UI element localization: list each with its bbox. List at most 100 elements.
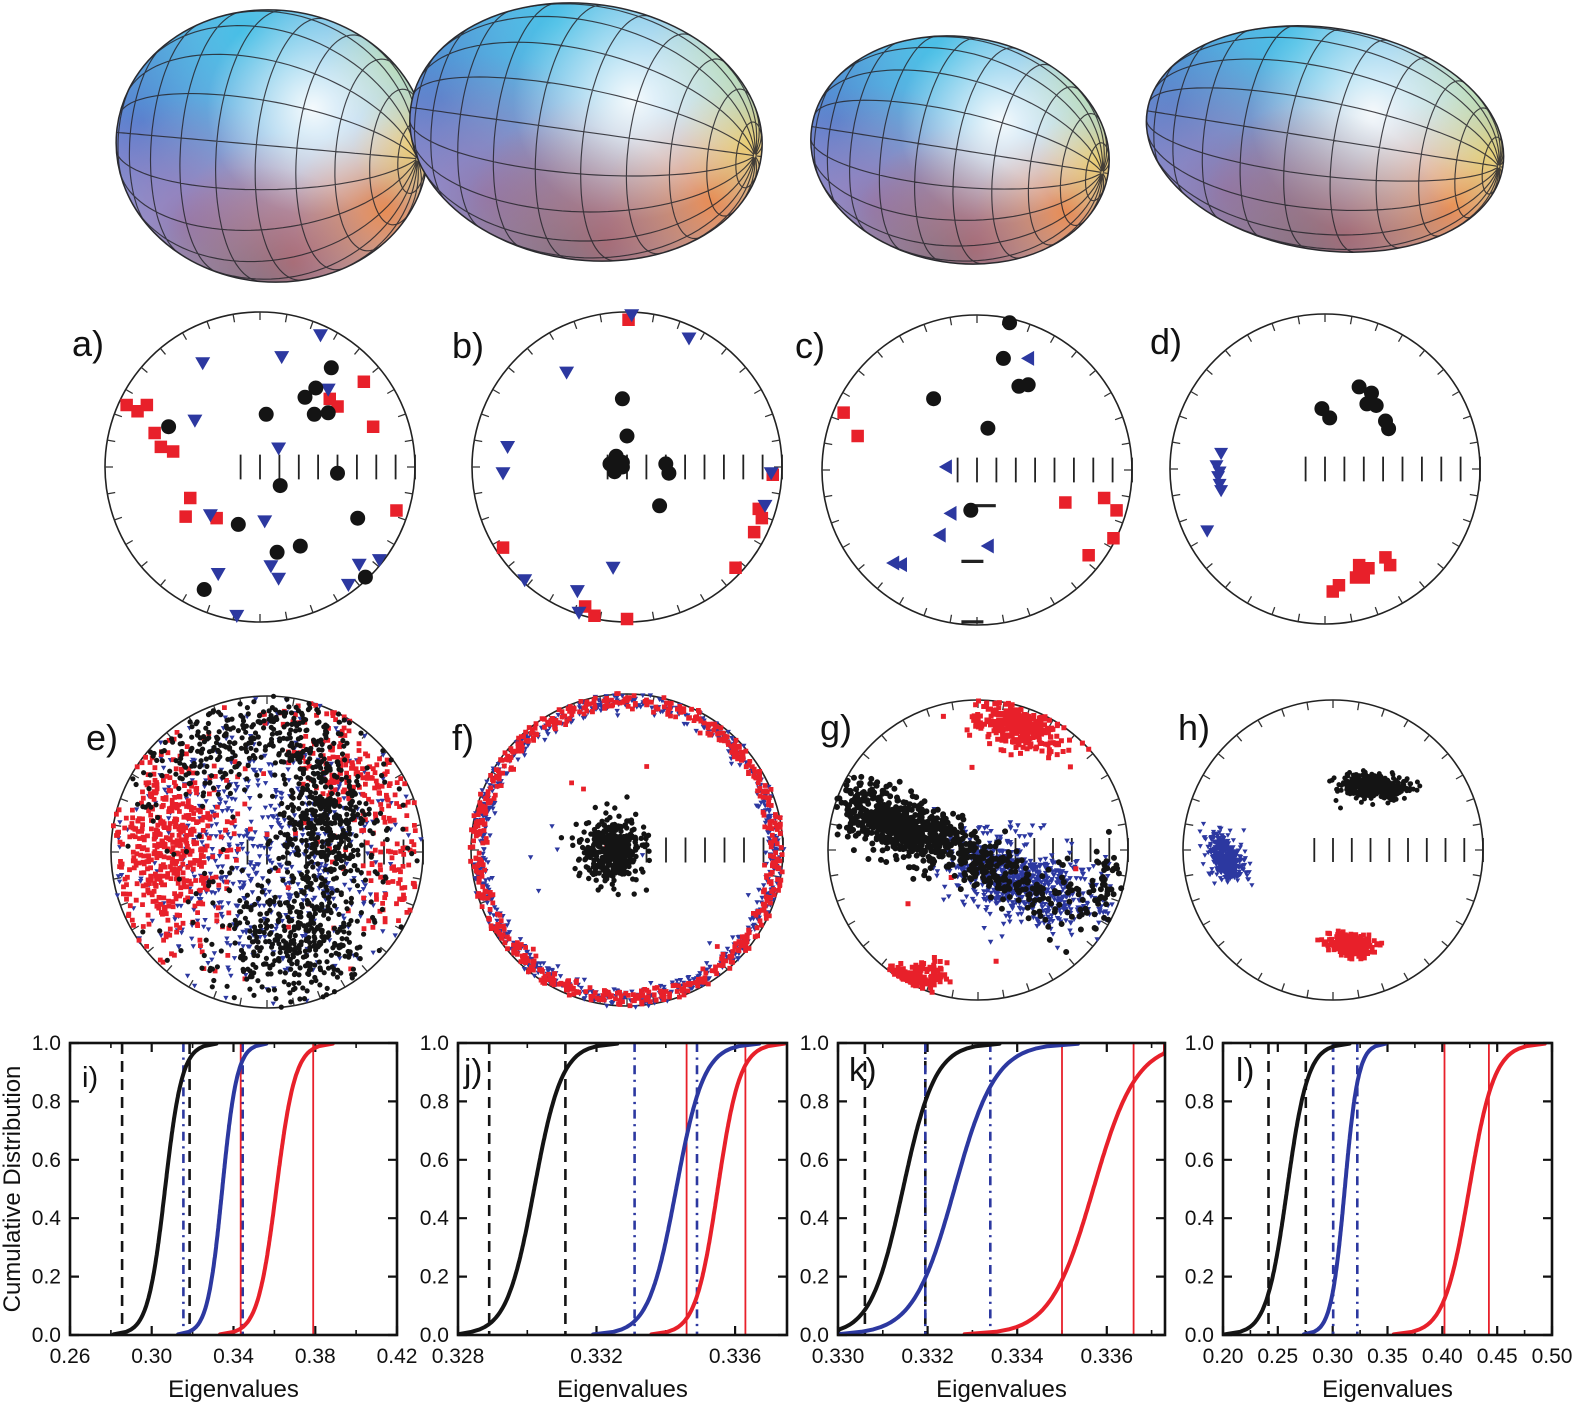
y-tick-label: 0.0: [32, 1324, 61, 1347]
red-square-cloud: [111, 701, 418, 982]
black-cdf: [111, 1043, 219, 1335]
x-tick-label: 0.30: [131, 1345, 172, 1368]
x-tick-label: 0.34: [213, 1345, 254, 1368]
blue-triangles: [187, 329, 387, 623]
blue-cdf: [1302, 1043, 1388, 1335]
y-tick-label: 1.0: [420, 1032, 449, 1055]
stereonet-b: [471, 309, 783, 626]
black-center-cluster: [558, 794, 652, 898]
red-cdf: [649, 1043, 787, 1335]
cdf-plot-k: 0.330 0.332 0.334 0.336 0.0 0.2 0.4 0.6 0.8 1.0 Ei…: [800, 1032, 1167, 1402]
panel-label-c: c): [795, 325, 825, 366]
ellipsoid-1: [104, 0, 440, 296]
red-tight-cluster: [1315, 928, 1385, 962]
x-tick-label: 0.42: [377, 1345, 418, 1368]
panel-label-l: l): [1236, 1051, 1255, 1088]
y-tick-label: 0.8: [1185, 1090, 1214, 1113]
y-tick-label: 0.0: [1185, 1324, 1214, 1347]
y-tick-label: 0.2: [1185, 1266, 1214, 1289]
y-tick-label: 0.6: [420, 1149, 449, 1172]
x-tick-label: 0.20: [1203, 1345, 1244, 1368]
panel-label-i: i): [82, 1062, 99, 1094]
y-tick-label: 0.6: [800, 1149, 829, 1172]
blue-cdf: [176, 1043, 269, 1335]
blue-tight-cluster: [1197, 821, 1255, 888]
y-tick-label: 1.0: [32, 1032, 61, 1055]
x-axis-label: Eigenvalues: [936, 1376, 1067, 1402]
panel-label-a: a): [72, 323, 105, 364]
panel-label-h: h): [1178, 707, 1211, 748]
x-tick-label: 0.334: [991, 1345, 1044, 1368]
x-tick-label: 0.50: [1532, 1345, 1573, 1368]
x-tick-label: 0.328: [432, 1345, 485, 1368]
stereonet-g: [827, 698, 1129, 1001]
y-tick-label: 0.4: [32, 1207, 62, 1230]
black-tight-cluster: [1327, 768, 1423, 811]
y-tick-label: 0.2: [800, 1266, 829, 1289]
x-tick-label: 0.332: [570, 1345, 623, 1368]
y-tick-label: 0.6: [32, 1149, 61, 1172]
x-tick-label: 0.45: [1477, 1345, 1518, 1368]
x-tick-label: 0.35: [1367, 1345, 1408, 1368]
red-squares: [837, 406, 1123, 562]
black-circle-cloud: [125, 693, 420, 1010]
y-tick-label: 0.4: [1185, 1207, 1215, 1230]
ellipsoid-3: [796, 23, 1124, 277]
x-tick-label: 0.25: [1257, 1345, 1298, 1368]
red-squares: [496, 313, 779, 626]
y-axis-label: Cumulative Distribution: [0, 1066, 26, 1313]
stereonet-d: [1169, 313, 1481, 625]
red-squares: [1326, 551, 1397, 598]
red-cdf: [218, 1043, 335, 1335]
panel-label-b: b): [452, 325, 485, 366]
x-tick-label: 0.38: [295, 1345, 336, 1368]
black-cdf: [838, 1043, 1002, 1335]
panel-label-k: k): [849, 1051, 877, 1088]
black-circles: [926, 315, 1036, 518]
y-tick-label: 1.0: [800, 1032, 829, 1055]
black-cdf: [1223, 1043, 1352, 1335]
y-tick-label: 0.2: [32, 1266, 61, 1289]
black-cdf: [458, 1043, 620, 1335]
stereonet-f: [467, 691, 787, 1010]
y-tick-label: 0.8: [420, 1090, 449, 1113]
stereonet-e: [110, 693, 424, 1010]
y-tick-label: 0.4: [420, 1207, 450, 1230]
panel-label-j: j): [464, 1052, 483, 1089]
red-cdf: [1391, 1043, 1547, 1335]
cdf-plot-i: 0.26 0.30 0.34 0.38 0.42 0.0 0.2 0.4 0.6 0.8 1.0 Ei…: [0, 1032, 418, 1402]
y-tick-label: 0.0: [800, 1324, 829, 1347]
panel-label-g: g): [820, 707, 853, 748]
x-axis-label: Eigenvalues: [557, 1376, 688, 1402]
x-axis-label: Eigenvalues: [168, 1376, 299, 1402]
black-circles: [161, 360, 373, 597]
panel-label-f: f): [452, 717, 474, 758]
blue-cdf: [838, 1043, 1080, 1335]
x-tick-label: 0.332: [901, 1345, 954, 1368]
y-tick-label: 0.2: [420, 1266, 449, 1289]
panel-label-d: d): [1150, 321, 1183, 362]
y-tick-label: 0.8: [800, 1090, 829, 1113]
ellipsoid-4: [1131, 14, 1519, 264]
x-axis-label: Eigenvalues: [1322, 1376, 1453, 1402]
stereonet-c: [821, 314, 1133, 626]
black-circles: [1314, 379, 1397, 437]
x-tick-label: 0.336: [709, 1345, 762, 1368]
black-circle-band: [834, 773, 1125, 955]
ellipsoid-2: [395, 0, 777, 274]
stereonet-a: [104, 311, 416, 623]
x-tick-label: 0.30: [1312, 1345, 1353, 1368]
red-cdf: [962, 1043, 1165, 1335]
x-tick-label: 0.330: [812, 1345, 865, 1368]
blue-cdf: [591, 1043, 762, 1335]
y-tick-label: 0.8: [32, 1090, 61, 1113]
y-tick-label: 0.0: [420, 1324, 449, 1347]
stereonet-h: [1182, 699, 1484, 1001]
y-tick-label: 0.4: [800, 1207, 830, 1230]
x-tick-label: 0.336: [1081, 1345, 1134, 1368]
x-tick-label: 0.26: [50, 1345, 91, 1368]
black-circles: [602, 391, 677, 514]
dash-markers: [961, 504, 996, 624]
red-squares: [120, 375, 403, 525]
